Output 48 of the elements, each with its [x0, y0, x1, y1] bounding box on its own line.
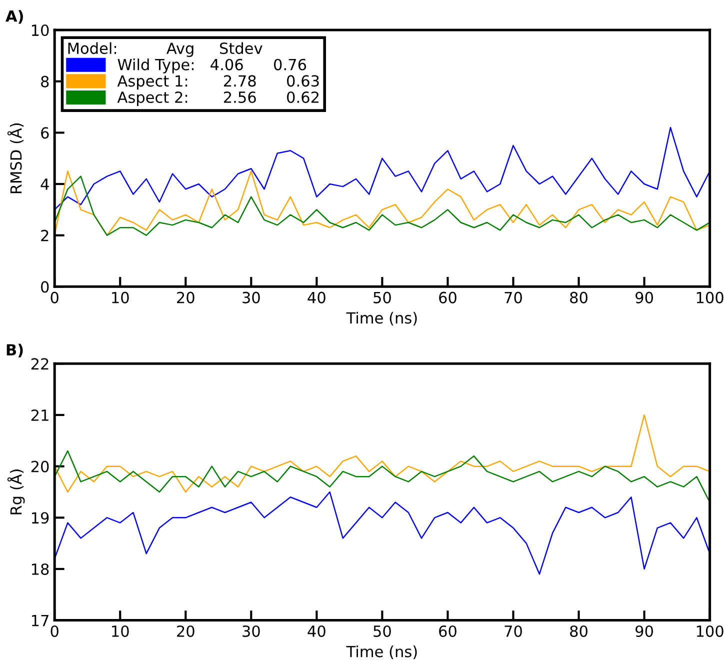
y-tick-label: 22 [31, 358, 48, 370]
x-tick-label: 100 [696, 292, 724, 304]
x-tick-label: 0 [50, 625, 58, 637]
y-tick-label: 20 [31, 460, 49, 472]
legend-label: Aspect 1: 2.78 0.63 [117, 75, 319, 90]
y-tick-label: 6 [41, 127, 49, 139]
y-tick-label: 4 [40, 178, 49, 190]
y-tick-label: 10 [32, 24, 49, 36]
line-series [54, 450, 710, 503]
x-tick-label: 20 [177, 625, 194, 637]
x-tick-label: 60 [439, 625, 456, 637]
x-tick-label: 40 [308, 625, 326, 637]
y-axis-title: Rg (Å) [7, 470, 25, 514]
x-axis-title: Time (ns) [346, 312, 417, 326]
chart-title: A) [6, 10, 23, 24]
legend-label: Aspect 2: 2.56 0.62 [117, 91, 318, 106]
legend-title: Model: Avg Stdev [68, 42, 262, 58]
x-tick-label: 50 [374, 292, 391, 304]
line-series [54, 491, 710, 575]
x-tick-label: 10 [112, 625, 129, 637]
y-tick-label: 2 [41, 230, 48, 242]
x-tick-label: 90 [636, 292, 653, 304]
x-tick-label: 60 [439, 292, 456, 304]
x-tick-label: 0 [50, 292, 58, 304]
y-tick-label: 19 [32, 512, 49, 524]
y-axis-title: RMSD (Å) [7, 123, 24, 194]
x-axis-title: Time (ns) [346, 646, 417, 660]
line-series [54, 126, 710, 210]
x-tick-label: 40 [308, 292, 326, 304]
x-tick-label: 70 [504, 625, 522, 637]
y-tick-label: 17 [32, 614, 48, 626]
x-tick-label: 30 [242, 292, 260, 304]
x-tick-label: 30 [242, 625, 260, 637]
x-tick-label: 100 [696, 625, 724, 637]
y-tick-label: 8 [41, 76, 49, 88]
x-tick-label: 10 [112, 292, 129, 304]
legend-label: Wild Type: 4.06 0.76 [118, 58, 306, 74]
line-series [54, 414, 710, 493]
x-tick-label: 90 [636, 625, 653, 637]
x-tick-label: 70 [504, 292, 522, 304]
x-tick-label: 50 [374, 625, 391, 637]
x-tick-label: 80 [570, 292, 588, 304]
y-tick-label: 18 [32, 563, 49, 575]
x-tick-label: 20 [177, 292, 194, 304]
chart-title: B) [6, 344, 23, 358]
y-tick-label: 0 [41, 281, 49, 293]
x-tick-label: 80 [570, 625, 588, 637]
y-tick-label: 21 [31, 409, 48, 421]
